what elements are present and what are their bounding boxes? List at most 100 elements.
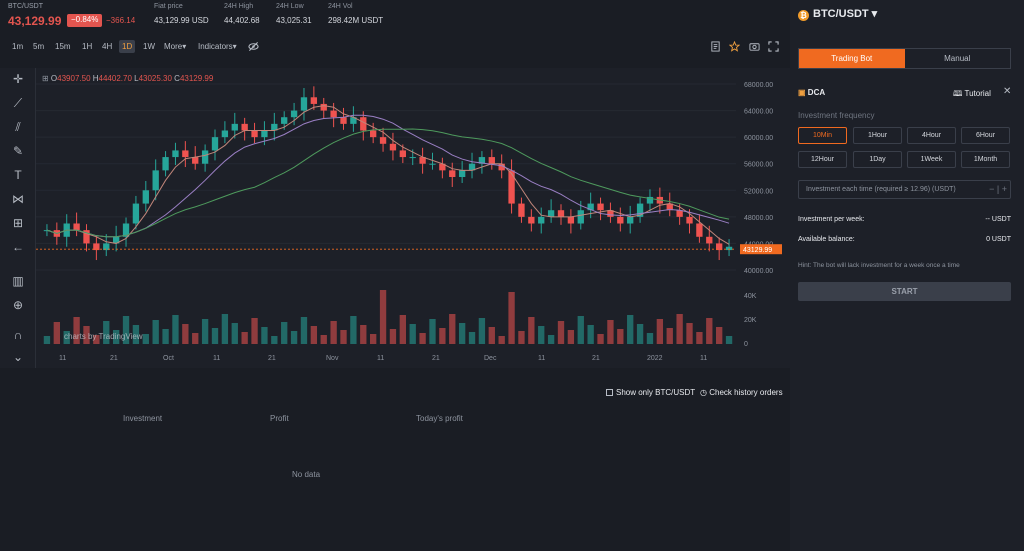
volume-bar [53,322,60,344]
time-tick-label: 2022 [647,355,663,362]
timeframe-1d[interactable]: 1D [119,40,136,53]
volume-bar [419,333,426,344]
text-tool-icon[interactable]: T [14,168,22,182]
crosshair-icon[interactable]: ✛ [12,72,24,86]
trend-line-icon[interactable]: ⟋ [13,96,23,110]
favorite-star-icon[interactable] [729,41,740,52]
stat-label: 24H Vol [328,3,353,10]
close-icon[interactable]: ✕ [1003,86,1012,97]
ohlc-toggle-icon[interactable]: ⊞ [42,74,49,83]
candle-body [379,137,387,144]
volume-bar [458,323,466,344]
candle-body [320,103,327,111]
freq-10min[interactable]: 10Min [798,127,847,144]
candle-body [192,157,199,164]
freq-1week[interactable]: 1Week [907,151,956,168]
ruler-icon[interactable]: ▥ [12,274,24,288]
book-icon: 🕮 [953,89,963,98]
indicators-menu[interactable]: Indicators▾ [198,42,237,51]
stat-value: 298.42M USDT [328,16,384,25]
drawing-toolbar: ✛ ⟋ ⫽ ✎ T ⋈ ⊞ ← ▥ ⊕ ∩ ⌄ [0,68,36,368]
volume-bar [281,322,288,344]
ohlc-high: 44402.70 [98,74,132,83]
timeframe-1h[interactable]: 1H [82,42,93,51]
price-chart[interactable]: ✛ ⟋ ⫽ ✎ T ⋈ ⊞ ← ▥ ⊕ ∩ ⌄ 68000.00 64000.00… [0,68,790,368]
candle-body [478,157,486,164]
hide-eye-icon[interactable] [248,41,259,52]
timeframe-1w[interactable]: 1W [143,42,155,51]
time-tick-label: Dec [484,355,497,362]
ma-slow-line [46,128,730,238]
candle-body [508,170,515,204]
column-profit: Profit [270,414,289,423]
change-percent-badge: −0.84% [67,14,103,27]
amount-placeholder: Investment each time (required ≥ 12.96) … [806,186,956,193]
fullscreen-icon[interactable] [768,41,779,52]
volume-bar [686,323,693,344]
orders-area: Show only BTC/USDT ◷ Check history order… [0,378,790,551]
balance-value: 0 USDT [986,236,1011,243]
freq-12hour[interactable]: 12Hour [798,151,847,168]
time-tick-label: Nov [326,355,339,362]
start-button[interactable]: START [798,282,1011,301]
amount-stepper-icon[interactable]: − | + [989,184,1007,194]
tab-trading-bot[interactable]: Trading Bot [799,49,905,68]
screenshot-icon[interactable] [749,41,760,52]
freq-1hour[interactable]: 1Hour [853,127,902,144]
candle-body [241,123,248,131]
measure-icon[interactable]: ⊞ [12,216,24,230]
pair-selector[interactable]: ₿ BTC/USDT ▾ [798,7,877,21]
candle-body [300,97,308,111]
notes-icon[interactable] [710,41,721,52]
candle-body [399,150,406,158]
back-arrow-icon[interactable]: ← [12,240,24,254]
time-tick-label: 11 [377,355,384,362]
clock-icon: ◷ [700,388,707,397]
timeframe-4h[interactable]: 4H [102,42,113,51]
tab-manual[interactable]: Manual [944,54,971,63]
volume-bar [538,326,545,344]
fib-icon[interactable]: ⫽ [15,120,21,134]
volume-bar [498,336,505,344]
show-only-pair-checkbox[interactable]: Show only BTC/USDT [606,388,695,397]
candle-body [636,203,644,217]
timeframe-15m[interactable]: 15m [55,42,71,51]
candle-body [577,210,584,224]
pattern-icon[interactable]: ⋈ [12,192,24,206]
price-tick-label: 40000.00 [744,268,773,275]
volume-bar [518,331,525,344]
candle-body [409,157,416,159]
candle-body [112,236,120,244]
price-tick-label: 48000.00 [744,215,773,222]
volume-bar [162,329,169,344]
freq-1day[interactable]: 1Day [853,151,902,168]
magnet-icon[interactable]: ∩ [13,328,23,342]
volume-bar [182,324,189,344]
balance-label: Available balance: [798,236,855,243]
freq-1month[interactable]: 1Month [961,151,1010,168]
timeframe-5m[interactable]: 5m [33,42,45,51]
freq-4hour[interactable]: 4Hour [907,127,956,144]
brush-icon[interactable]: ✎ [12,144,24,158]
volume-bar [607,320,614,344]
candle-body [142,190,149,204]
tutorial-link[interactable]: 🕮 Tutorial [953,88,991,102]
history-orders-link[interactable]: ◷ Check history orders [700,388,783,397]
collapse-chevron-icon[interactable]: ⌄ [12,350,24,364]
per-week-value: -- USDT [985,216,1011,223]
volume-bar [587,325,594,344]
candle-body [449,170,456,177]
volume-bar [370,334,377,344]
checkbox-box[interactable] [606,389,613,396]
time-tick-label: 21 [268,355,276,362]
price-tick-label: 64000.00 [744,109,773,116]
more-timeframes-menu[interactable]: More▾ [164,42,187,51]
candle-body [458,170,466,177]
timeframe-1m[interactable]: 1m [12,42,24,51]
volume-bar [132,325,140,344]
investment-amount-input[interactable]: Investment each time (required ≥ 12.96) … [798,180,1011,199]
candlestick-plot: 68000.00 64000.00 60000.00 56000.00 52000.00… [36,82,782,362]
freq-6hour[interactable]: 6Hour [961,127,1010,144]
zoom-icon[interactable]: ⊕ [12,298,24,312]
volume-bar [63,331,70,344]
